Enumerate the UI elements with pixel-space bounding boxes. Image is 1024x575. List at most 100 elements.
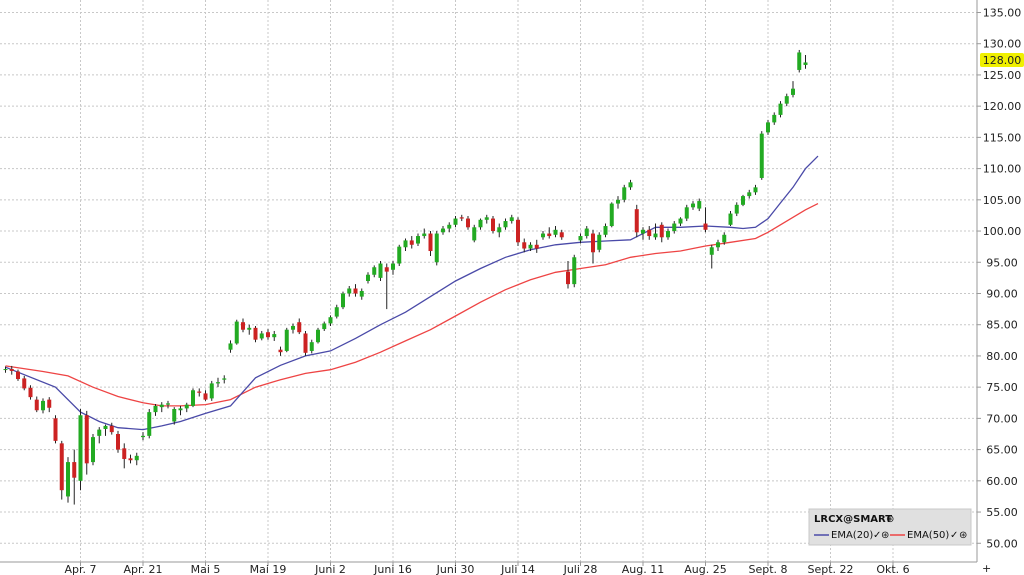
candle [528, 242, 533, 252]
candle [459, 214, 464, 222]
candle [309, 339, 314, 354]
candle [647, 226, 652, 240]
ema50-check-icon[interactable]: ✓ [950, 530, 958, 541]
candle-body [759, 133, 764, 178]
candle [66, 457, 70, 503]
candle-body [328, 317, 333, 324]
ema20-line [5, 155, 819, 431]
candle [409, 236, 414, 249]
time-axis[interactable]: Apr. 7 Apr. 21 Mai 5 Mai 19 Juni 2 Juni 16 Jun… [64, 562, 910, 575]
candle-body [547, 233, 552, 237]
candle [678, 217, 683, 227]
candle-body [528, 244, 533, 249]
y-tick-label: 125.00 [983, 69, 1022, 82]
candle-body [466, 218, 470, 228]
candle [659, 222, 664, 243]
candle-body [303, 333, 308, 353]
ema50-settings-icon[interactable]: ⊛ [959, 530, 967, 541]
candle-body [784, 96, 789, 104]
candle-body [84, 415, 89, 464]
price-axis[interactable]: 135.00 130.00 125.00 120.00 115.00 110.00 105.… [977, 6, 1021, 550]
ema50-layer [5, 203, 819, 407]
candle [91, 433, 95, 466]
candle [141, 432, 145, 441]
candle [372, 265, 377, 278]
candle [766, 119, 770, 135]
candle-body [684, 207, 689, 219]
candle [159, 402, 164, 413]
candle-body [366, 274, 370, 281]
candle [622, 184, 627, 203]
candle-body [503, 221, 508, 228]
candle [378, 261, 383, 281]
candle-body [697, 201, 702, 209]
candle-body [628, 182, 633, 188]
candle [353, 284, 358, 297]
candle [441, 226, 445, 235]
candle [797, 49, 802, 73]
candle-body [591, 233, 595, 253]
candle [509, 214, 514, 224]
candle-body [709, 247, 714, 255]
candle [522, 238, 527, 253]
candle [197, 388, 202, 397]
instrument-settings-icon[interactable]: ⊛ [886, 514, 894, 525]
corner-plus-icon[interactable]: + [982, 562, 991, 575]
y-tick-label: 85.00 [986, 319, 1018, 332]
candle [784, 93, 789, 107]
x-tick-label: Juli 28 [563, 563, 598, 575]
candle [128, 454, 133, 464]
candle-body [522, 242, 527, 249]
candle-body [197, 391, 202, 393]
candle-body [422, 233, 427, 237]
candle [722, 232, 727, 245]
candle-body [597, 234, 602, 250]
candle [572, 254, 577, 288]
candle-body [278, 349, 283, 353]
candle-body [147, 412, 152, 436]
candle [334, 304, 339, 319]
candle [359, 288, 364, 300]
y-tick-label: 95.00 [986, 256, 1018, 269]
legend-box [808, 508, 972, 546]
legend[interactable]: LRCX@SMART ⊛ EMA(20) ✓ ⊛ EMA(50) ✓ ⊛ [808, 508, 972, 546]
candle [634, 204, 639, 238]
candle [484, 214, 489, 224]
y-tick-label: 105.00 [983, 194, 1022, 207]
ema20-check-icon[interactable]: ✓ [873, 530, 881, 541]
candle-body [134, 455, 139, 461]
candle-body [666, 231, 670, 238]
candle [291, 323, 295, 334]
candle [478, 218, 483, 230]
candle [203, 390, 208, 401]
candle-body [659, 224, 664, 238]
candle-body [16, 371, 20, 380]
candle-body [541, 233, 545, 238]
candle-body [166, 403, 170, 405]
candle [184, 402, 189, 413]
y-tick-label: 120.00 [983, 100, 1022, 113]
candle-body [391, 263, 395, 270]
candle-body [253, 327, 258, 340]
candle [278, 346, 283, 356]
candle [684, 204, 689, 222]
ema20-settings-icon[interactable]: ⊛ [881, 530, 889, 541]
grid [0, 0, 977, 562]
candle [34, 396, 39, 413]
last-price-label: 128.00 [983, 54, 1022, 67]
candle [234, 319, 239, 345]
candle [272, 330, 277, 341]
candle-body [428, 233, 433, 252]
candle-body [572, 257, 577, 285]
candle-body [647, 229, 652, 237]
last-price-highlight [980, 53, 1024, 67]
candle [341, 291, 345, 310]
candle [253, 325, 258, 343]
x-tick-label: Juni 2 [314, 563, 346, 575]
candle-body [203, 393, 208, 400]
candle [53, 415, 58, 444]
candle [97, 427, 102, 444]
y-tick-label: 80.00 [986, 350, 1018, 363]
candle-body [378, 263, 383, 278]
